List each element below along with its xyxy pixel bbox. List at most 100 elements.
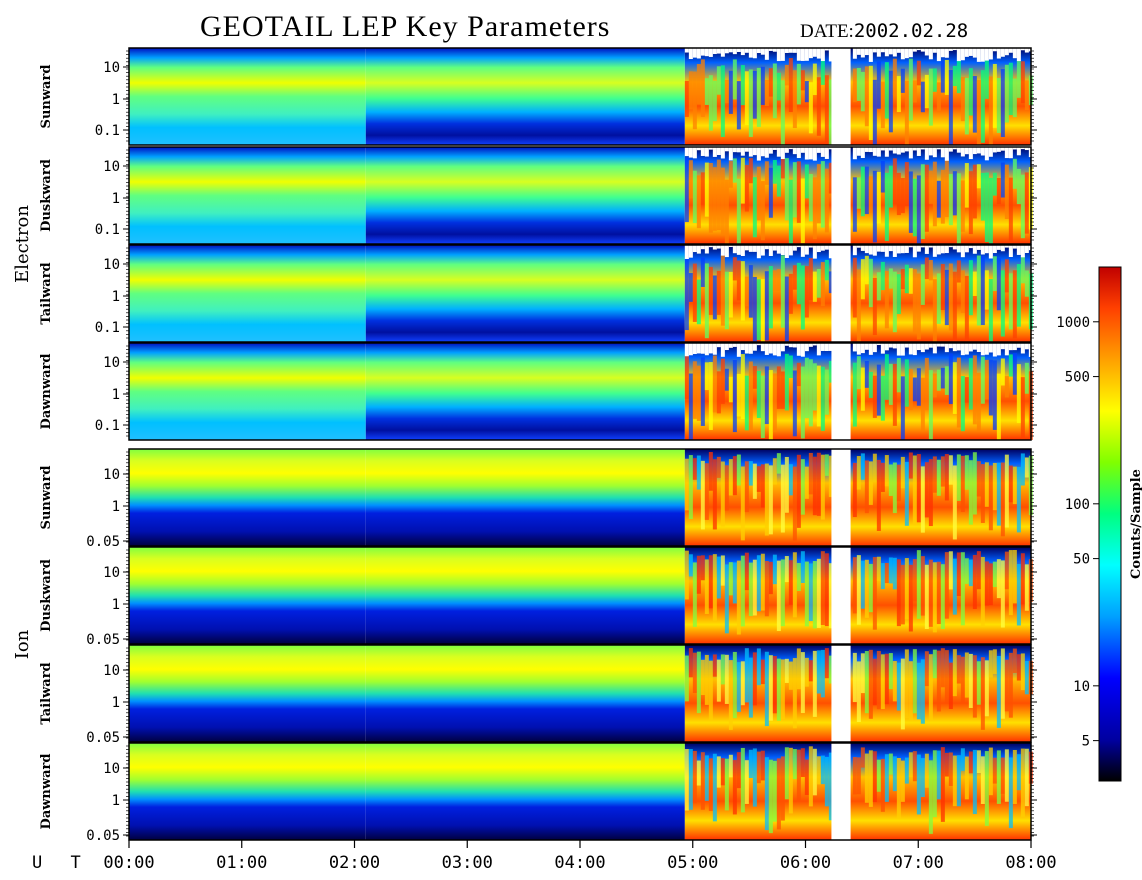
activity-stripe — [860, 367, 865, 411]
activity-stripe — [900, 376, 905, 440]
no-data-cap — [1024, 48, 1029, 53]
no-data-cap — [1000, 245, 1005, 252]
no-data-cap — [872, 147, 877, 156]
data-gap — [831, 245, 851, 342]
activity-stripe — [768, 561, 773, 595]
activity-stripe — [776, 453, 781, 474]
activity-stripe — [880, 758, 885, 812]
no-data-cap — [712, 48, 717, 55]
no-data-cap — [820, 245, 825, 251]
activity-stripe — [800, 366, 805, 439]
no-data-cap — [892, 48, 897, 57]
no-data-cap — [888, 245, 893, 252]
no-data-cap — [868, 245, 873, 255]
activity-stripe — [980, 356, 985, 404]
no-data-cap — [924, 147, 929, 160]
activity-stripe — [1012, 749, 1017, 804]
activity-stripe — [984, 660, 989, 717]
activity-stripe — [1008, 354, 1013, 377]
no-data-cap — [804, 245, 809, 255]
activity-stripe — [884, 562, 889, 584]
activity-stripe — [800, 70, 805, 91]
no-data-cap — [716, 343, 721, 348]
y-tick-label: 0.05 — [86, 632, 120, 648]
activity-stripe — [756, 67, 761, 127]
no-data-cap — [744, 147, 749, 152]
activity-stripe — [692, 263, 697, 322]
no-data-cap — [824, 343, 829, 351]
activity-stripe — [856, 67, 861, 101]
activity-stripe — [796, 648, 801, 690]
activity-stripe — [724, 465, 729, 511]
no-data-cap — [860, 48, 865, 58]
activity-stripe — [756, 371, 761, 418]
activity-stripe — [868, 750, 873, 807]
no-data-cap — [1008, 343, 1013, 351]
no-data-cap — [740, 343, 745, 351]
activity-stripe — [992, 63, 997, 128]
activity-stripe — [788, 58, 793, 112]
no-data-cap — [892, 147, 897, 154]
no-data-cap — [820, 343, 825, 351]
activity-stripe — [724, 271, 729, 330]
activity-stripe — [912, 751, 917, 782]
activity-stripe — [900, 268, 905, 290]
panel-direction-label: Duskward — [39, 559, 54, 632]
activity-stripe — [948, 173, 953, 226]
activity-stripe — [908, 58, 913, 121]
no-data-cap — [968, 147, 973, 160]
activity-stripe — [996, 178, 1001, 205]
activity-stripe — [820, 366, 825, 431]
activity-stripe — [928, 559, 933, 627]
activity-stripe — [896, 358, 901, 393]
activity-stripe — [868, 371, 873, 398]
activity-stripe — [748, 69, 753, 137]
activity-stripe — [800, 551, 805, 583]
activity-stripe — [752, 652, 757, 706]
activity-stripe — [792, 749, 797, 780]
activity-stripe — [788, 560, 793, 605]
activity-stripe — [1012, 466, 1017, 505]
activity-stripe — [928, 760, 933, 834]
activity-stripe — [1000, 757, 1005, 794]
panels-layer: 1010.11010.11010.11010.11010.051010.0510… — [86, 47, 1037, 844]
activity-stripe — [864, 651, 869, 714]
activity-stripe — [1020, 453, 1025, 486]
no-data-cap — [852, 147, 857, 160]
no-data-cap — [856, 48, 861, 55]
colorbar-tick-label: 50 — [1073, 552, 1090, 568]
activity-stripe — [808, 359, 813, 427]
y-tick-label: 0.05 — [86, 828, 120, 844]
activity-stripe — [828, 655, 833, 684]
no-data-cap — [760, 48, 765, 55]
activity-stripe — [712, 654, 717, 677]
activity-stripe — [700, 172, 705, 205]
no-data-cap — [788, 147, 793, 150]
y-tick-label: 10 — [103, 355, 120, 371]
no-data-cap — [752, 147, 757, 156]
activity-stripe — [700, 659, 705, 696]
activity-stripe — [756, 166, 761, 221]
no-data-cap — [900, 48, 905, 60]
activity-stripe — [904, 359, 909, 407]
activity-stripe — [796, 454, 801, 528]
activity-stripe — [724, 654, 729, 704]
activity-stripe — [816, 650, 821, 694]
activity-stripe — [828, 162, 833, 194]
no-data-cap — [912, 147, 917, 151]
no-data-cap — [780, 147, 785, 160]
labels-layer: Sunward Duskward Tailward Dawnward Electron S… — [12, 65, 54, 830]
no-data-cap — [728, 48, 733, 53]
activity-stripe — [808, 82, 813, 134]
no-data-cap — [692, 147, 697, 159]
no-data-cap — [992, 343, 997, 357]
activity-stripe — [984, 359, 989, 400]
activity-stripe — [700, 59, 705, 117]
activity-stripe — [916, 60, 921, 86]
y-tick-label: 10 — [103, 565, 120, 581]
no-data-cap — [856, 343, 861, 355]
no-data-cap — [856, 245, 861, 248]
no-data-cap — [996, 245, 1001, 250]
no-data-cap — [900, 147, 905, 153]
no-data-cap — [752, 245, 757, 252]
